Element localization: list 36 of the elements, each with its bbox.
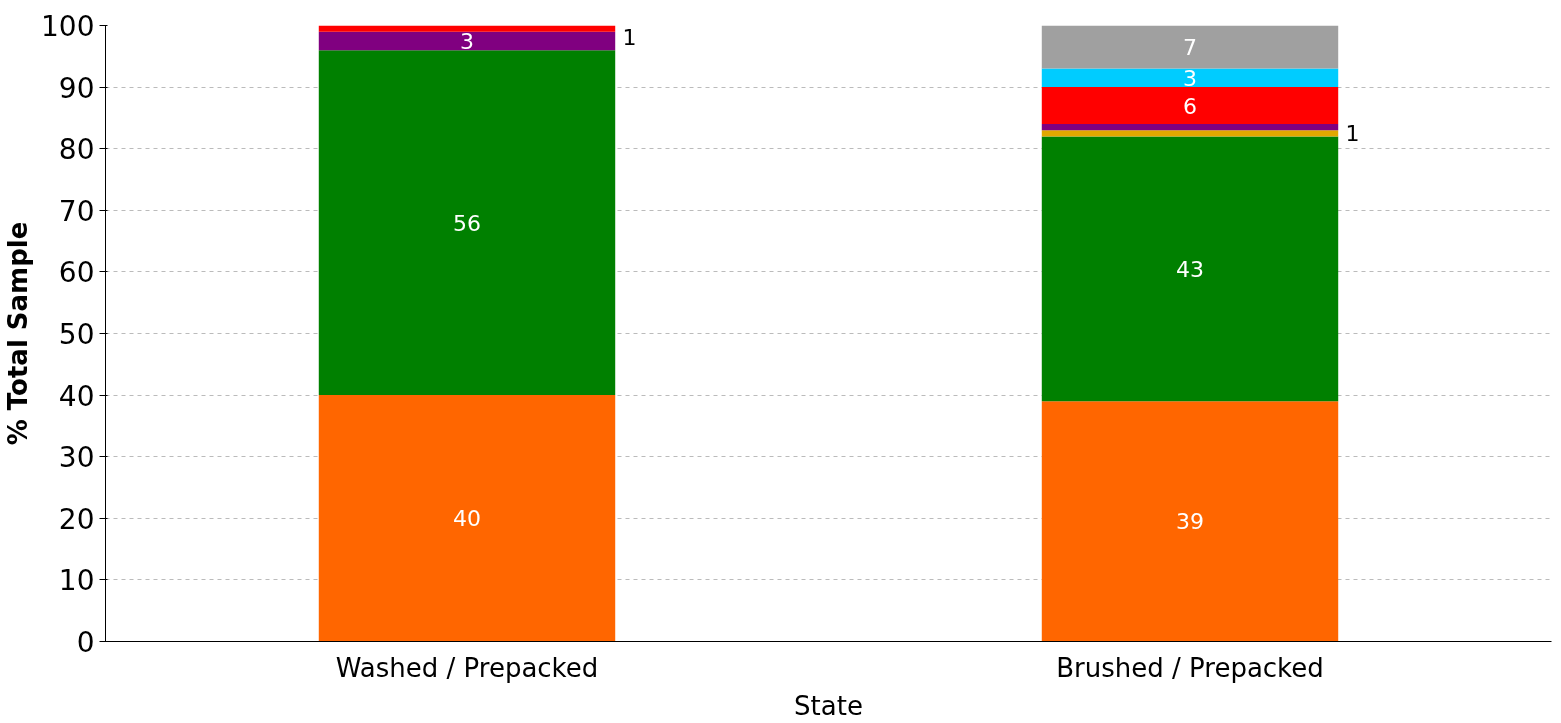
- bar: [1041, 136, 1339, 402]
- y-axis-title: % Total Sample: [3, 221, 34, 446]
- data-label: 56: [453, 210, 481, 236]
- data-label: 3: [460, 28, 474, 54]
- data-label: 39: [1176, 509, 1204, 535]
- y-tick-label: 60: [58, 256, 95, 290]
- x-axis-title: State: [794, 690, 863, 721]
- bar: [1041, 68, 1339, 88]
- y-tick-label: 0: [76, 626, 95, 659]
- bar: [1041, 87, 1339, 125]
- bar: [1041, 124, 1339, 131]
- bar: [1041, 25, 1339, 69]
- data-label: 3: [1183, 65, 1197, 91]
- x-tick-label: Brushed / Prepacked: [1056, 652, 1324, 683]
- data-label: 1: [1345, 121, 1360, 147]
- x-tick-label: Washed / Prepacked: [335, 652, 599, 683]
- y-tick-label: 70: [58, 194, 95, 228]
- y-tick-label: 30: [58, 441, 95, 475]
- bar: [318, 25, 616, 32]
- y-tick-label: 100: [41, 10, 95, 43]
- data-label: 6: [1183, 93, 1197, 119]
- bar: [1041, 130, 1339, 137]
- bar: [318, 50, 616, 396]
- bar: [318, 31, 616, 51]
- data-label: 43: [1176, 256, 1204, 282]
- y-tick-label: 10: [58, 564, 95, 598]
- data-label: 1: [622, 24, 637, 50]
- y-tick-label: 20: [58, 502, 95, 536]
- data-label: 7: [1183, 35, 1197, 61]
- y-tick-label: 90: [58, 71, 95, 105]
- y-tick-label: 40: [58, 379, 95, 413]
- bar: [1041, 401, 1339, 642]
- y-tick-label: 50: [58, 318, 95, 351]
- data-label: 40: [453, 506, 481, 532]
- y-tick-label: 80: [58, 133, 95, 167]
- bar: [318, 395, 616, 642]
